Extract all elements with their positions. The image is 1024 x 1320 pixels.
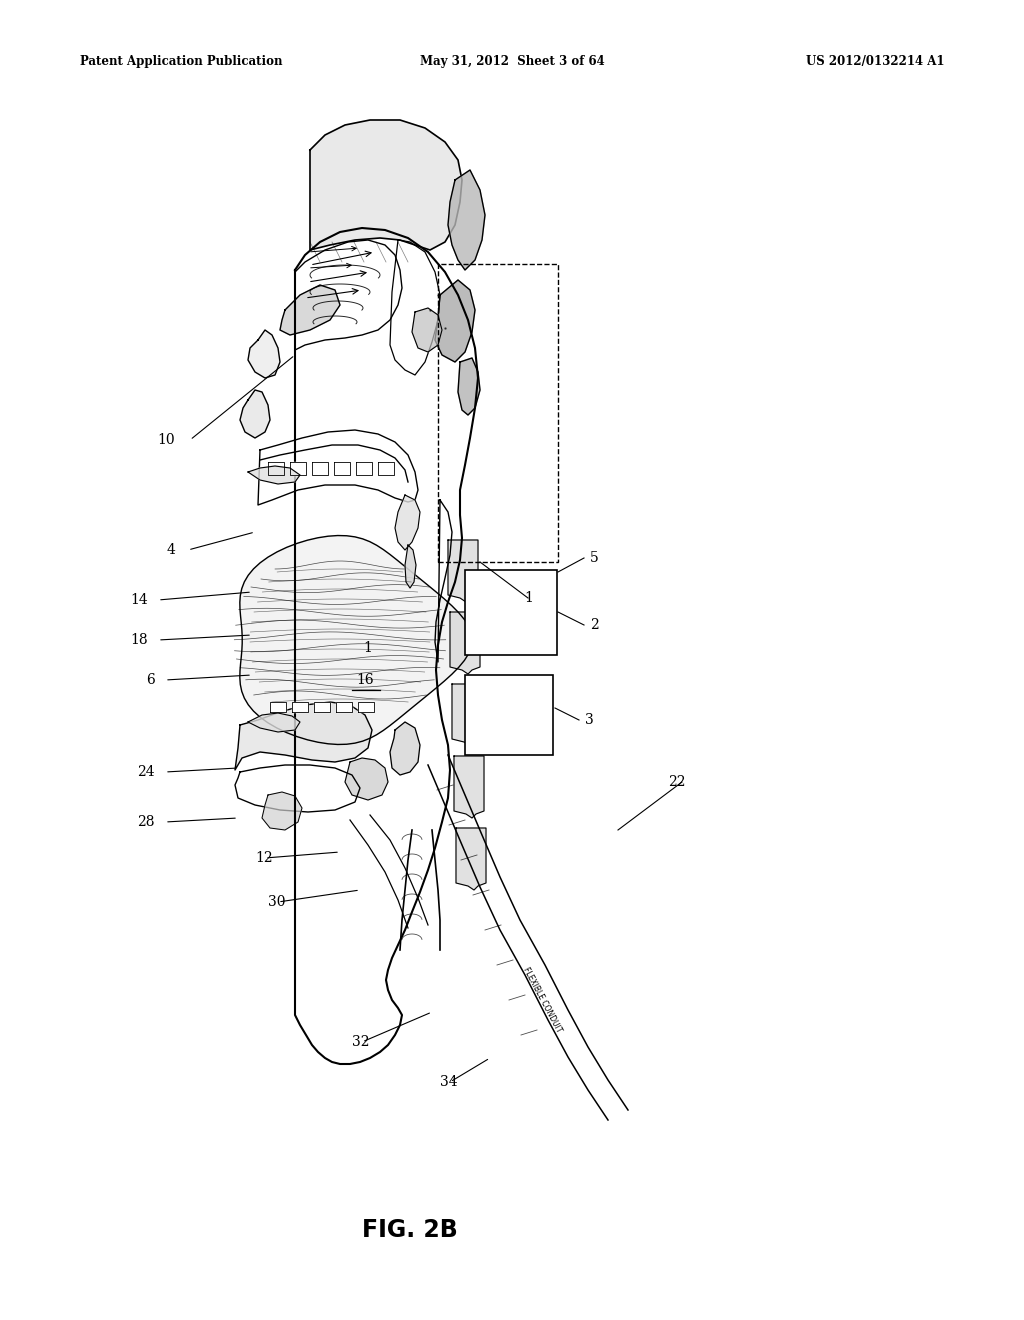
Polygon shape (240, 389, 270, 438)
Polygon shape (452, 684, 482, 746)
Polygon shape (449, 540, 478, 602)
Text: 2: 2 (590, 618, 599, 632)
Text: 34: 34 (440, 1074, 458, 1089)
Text: US 2012/0132214 A1: US 2012/0132214 A1 (806, 55, 944, 69)
Polygon shape (280, 285, 340, 335)
Polygon shape (312, 462, 328, 475)
Text: 14: 14 (130, 593, 148, 607)
Text: 22: 22 (668, 775, 685, 789)
Polygon shape (456, 828, 486, 890)
Text: FLEXIBLE CONDUIT: FLEXIBLE CONDUIT (521, 966, 563, 1034)
Polygon shape (449, 170, 485, 271)
Polygon shape (435, 280, 475, 362)
Text: 5: 5 (590, 550, 599, 565)
Text: 1: 1 (364, 642, 373, 655)
Text: 6: 6 (146, 673, 155, 686)
Polygon shape (234, 702, 372, 770)
Polygon shape (395, 495, 420, 550)
Polygon shape (458, 358, 480, 414)
Text: 4: 4 (166, 543, 175, 557)
Polygon shape (406, 545, 416, 587)
Polygon shape (358, 702, 374, 711)
Polygon shape (262, 792, 302, 830)
Polygon shape (378, 462, 394, 475)
Polygon shape (345, 758, 388, 800)
Polygon shape (412, 308, 442, 352)
Text: 1: 1 (524, 591, 532, 605)
Text: 18: 18 (130, 634, 148, 647)
Polygon shape (270, 702, 286, 711)
Polygon shape (314, 702, 330, 711)
Text: FIG. 2B: FIG. 2B (361, 1218, 458, 1242)
Text: Patent Application Publication: Patent Application Publication (80, 55, 283, 69)
Bar (465, 675, 553, 755)
Polygon shape (240, 536, 472, 744)
Polygon shape (390, 722, 420, 775)
Text: May 31, 2012  Sheet 3 of 64: May 31, 2012 Sheet 3 of 64 (420, 55, 604, 69)
Polygon shape (248, 330, 280, 378)
Polygon shape (248, 466, 300, 484)
Text: 24: 24 (137, 766, 155, 779)
Text: 30: 30 (268, 895, 286, 909)
Text: 32: 32 (352, 1035, 370, 1049)
Polygon shape (336, 702, 352, 711)
Text: 16: 16 (356, 673, 374, 686)
Text: 10: 10 (158, 433, 175, 447)
Text: 28: 28 (137, 814, 155, 829)
Polygon shape (248, 713, 300, 733)
Polygon shape (292, 702, 308, 711)
Polygon shape (450, 612, 480, 675)
Text: 3: 3 (585, 713, 594, 727)
Polygon shape (290, 462, 306, 475)
Text: 12: 12 (255, 851, 272, 865)
Polygon shape (310, 120, 462, 249)
Polygon shape (268, 462, 284, 475)
Polygon shape (334, 462, 350, 475)
Bar (465, 570, 557, 655)
Polygon shape (454, 756, 484, 818)
Bar (438, 264, 558, 562)
Polygon shape (356, 462, 372, 475)
